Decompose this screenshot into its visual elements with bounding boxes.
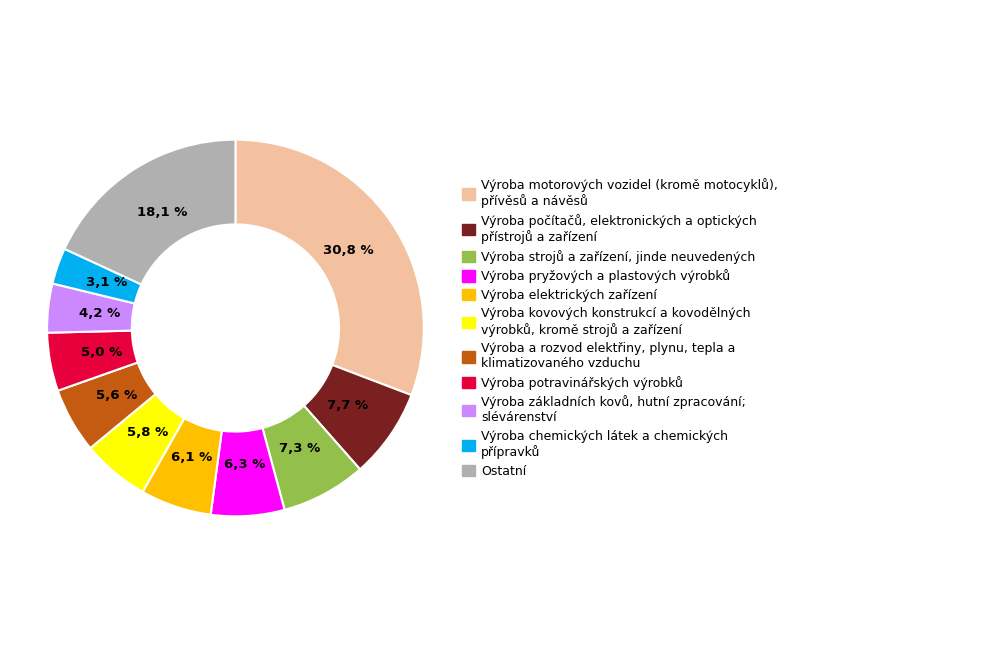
Wedge shape — [211, 428, 284, 516]
Text: 18,1 %: 18,1 % — [136, 207, 187, 220]
Wedge shape — [263, 405, 360, 510]
Wedge shape — [65, 140, 235, 285]
Text: 30,8 %: 30,8 % — [323, 244, 373, 257]
Text: 4,2 %: 4,2 % — [79, 307, 121, 320]
Wedge shape — [304, 365, 411, 469]
Text: 7,7 %: 7,7 % — [327, 400, 368, 413]
Legend: Výroba motorových vozidel (kromě motocyklů),
přívěsů a návěsů, Výroba počítačů, : Výroba motorových vozidel (kromě motocyk… — [458, 174, 782, 482]
Text: 6,1 %: 6,1 % — [172, 451, 213, 464]
Wedge shape — [52, 249, 141, 304]
Text: 5,0 %: 5,0 % — [80, 346, 122, 359]
Wedge shape — [142, 418, 222, 515]
Wedge shape — [47, 331, 137, 391]
Text: 7,3 %: 7,3 % — [280, 441, 321, 455]
Wedge shape — [47, 283, 134, 333]
Text: 3,1 %: 3,1 % — [86, 276, 128, 289]
Text: 5,6 %: 5,6 % — [96, 389, 137, 401]
Wedge shape — [58, 363, 156, 448]
Text: 6,3 %: 6,3 % — [224, 458, 265, 471]
Text: 5,8 %: 5,8 % — [128, 426, 169, 439]
Wedge shape — [90, 394, 184, 492]
Wedge shape — [235, 140, 424, 395]
